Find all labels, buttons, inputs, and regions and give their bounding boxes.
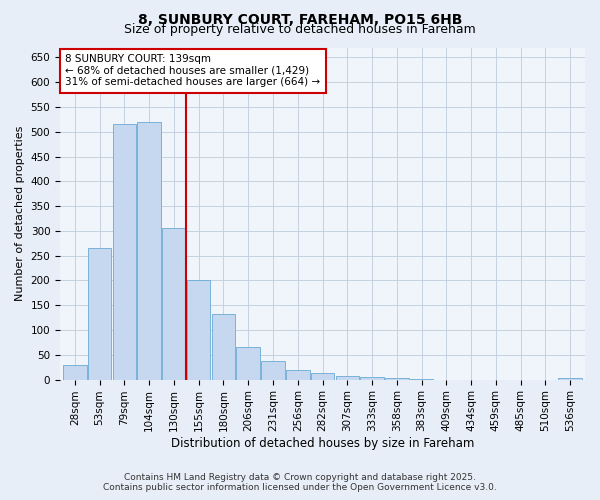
Bar	[311, 373, 334, 380]
Bar	[162, 228, 185, 380]
X-axis label: Distribution of detached houses by size in Fareham: Distribution of detached houses by size …	[171, 437, 474, 450]
Text: Size of property relative to detached houses in Fareham: Size of property relative to detached ho…	[124, 22, 476, 36]
Text: Contains HM Land Registry data © Crown copyright and database right 2025.
Contai: Contains HM Land Registry data © Crown c…	[103, 473, 497, 492]
Bar	[385, 378, 409, 380]
Bar	[212, 314, 235, 380]
Text: 8, SUNBURY COURT, FAREHAM, PO15 6HB: 8, SUNBURY COURT, FAREHAM, PO15 6HB	[138, 12, 462, 26]
Y-axis label: Number of detached properties: Number of detached properties	[15, 126, 25, 301]
Bar	[360, 377, 384, 380]
Bar	[137, 122, 161, 380]
Bar	[559, 378, 582, 380]
Bar	[113, 124, 136, 380]
Bar	[187, 280, 211, 380]
Bar	[88, 248, 112, 380]
Bar	[261, 361, 285, 380]
Text: 8 SUNBURY COURT: 139sqm
← 68% of detached houses are smaller (1,429)
31% of semi: 8 SUNBURY COURT: 139sqm ← 68% of detache…	[65, 54, 320, 88]
Bar	[286, 370, 310, 380]
Bar	[236, 347, 260, 380]
Bar	[63, 364, 86, 380]
Bar	[335, 376, 359, 380]
